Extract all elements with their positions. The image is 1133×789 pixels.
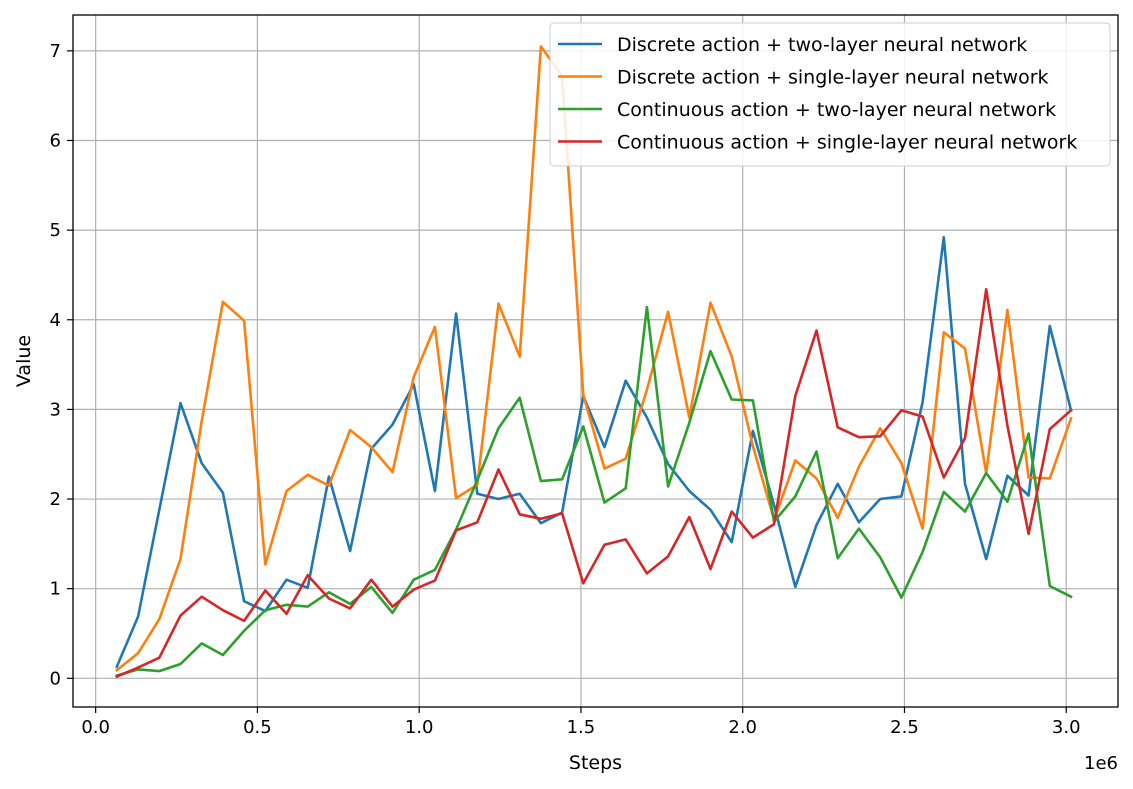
legend-label-2: Discrete action + single-layer neural ne…	[617, 67, 1049, 89]
legend-label-1: Discrete action + two-layer neural netwo…	[617, 34, 1027, 56]
y-tick-label: 0	[50, 668, 61, 689]
series-lines	[114, 45, 1073, 679]
series-line-3	[115, 305, 1073, 678]
y-tick-label: 2	[50, 489, 61, 510]
y-tick-label: 6	[50, 130, 61, 151]
x-tick-label: 1.5	[567, 717, 596, 738]
y-tick-label: 7	[50, 41, 61, 62]
y-tick-label: 4	[50, 310, 61, 331]
y-axis-ticks: 0 1 2 3 4 5 6 7	[50, 41, 73, 689]
x-tick-label: 3.0	[1052, 717, 1081, 738]
x-tick-label: 0.5	[243, 717, 272, 738]
y-tick-label: 3	[50, 399, 61, 420]
x-tick-label: 1.0	[405, 717, 434, 738]
legend: Discrete action + two-layer neural netwo…	[549, 22, 1111, 167]
plot-frame	[72, 14, 1119, 708]
x-axis-ticks: 0.0 0.5 1.0 1.5 2.0 2.5 3.0	[81, 707, 1081, 738]
x-tick-label: 2.0	[728, 717, 757, 738]
series-line-1	[115, 236, 1073, 669]
x-axis-offset-label: 1e6	[1084, 753, 1118, 774]
y-tick-label: 5	[50, 220, 61, 241]
legend-label-3: Continuous action + two-layer neural net…	[617, 99, 1056, 121]
x-tick-label: 2.5	[890, 717, 919, 738]
series-line-4	[115, 287, 1073, 679]
legend-label-4: Continuous action + single-layer neural …	[617, 132, 1077, 154]
series-line-2	[114, 45, 1073, 673]
x-tick-label: 0.0	[81, 717, 110, 738]
legend-box	[549, 22, 1111, 167]
x-axis-label: Steps	[569, 752, 622, 774]
y-tick-label: 1	[50, 579, 61, 600]
y-axis-label: Value	[13, 335, 35, 387]
